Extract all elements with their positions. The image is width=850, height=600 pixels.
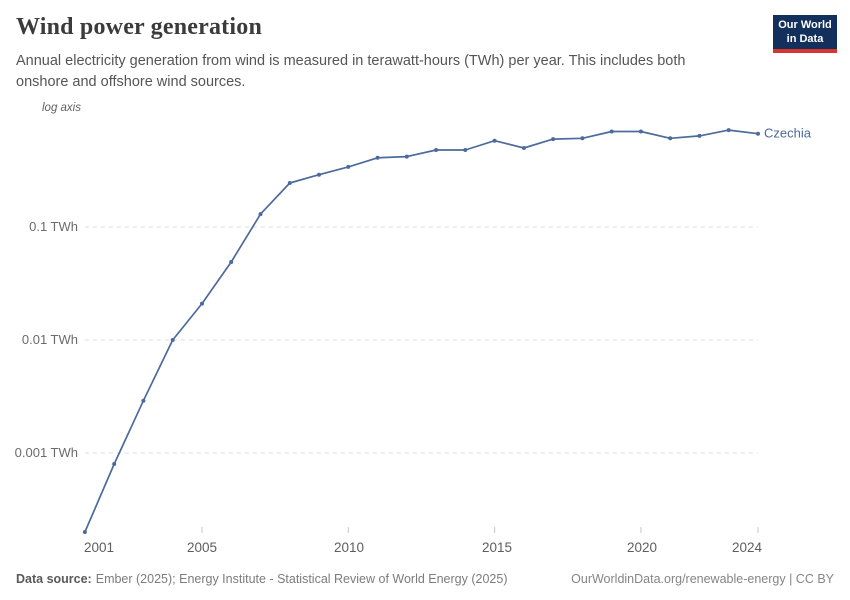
y-tick-label: 0.1 TWh	[29, 219, 78, 234]
chart-subtitle: Annual electricity generation from wind …	[16, 53, 686, 90]
log-axis-label: log axis	[42, 102, 81, 114]
data-source-label: Data source:	[16, 572, 92, 586]
x-tick-label: 2024	[732, 540, 763, 555]
x-tick-label: 2020	[627, 540, 657, 555]
owid-logo-line2: in Data	[786, 32, 824, 45]
owid-logo-line1: Our World	[778, 19, 832, 31]
x-tick-label: 2001	[84, 540, 114, 555]
data-source-text: Ember (2025); Energy Institute - Statist…	[95, 572, 508, 586]
chart-header: Wind power generation Annual electricity…	[16, 14, 756, 93]
y-tick-label: 0.001 TWh	[15, 445, 78, 460]
data-source: Data source: Ember (2025); Energy Institu…	[16, 572, 507, 586]
x-tick-label: 2005	[187, 540, 217, 555]
page-title: Wind power generation	[16, 14, 262, 40]
series-czechia[interactable]	[82, 128, 760, 534]
chart-footer: Data source: Ember (2025); Energy Institu…	[16, 572, 834, 586]
x-tick-label: 2010	[334, 540, 364, 555]
owid-logo[interactable]: Our World in Data	[773, 15, 837, 53]
y-tick-label: 0.01 TWh	[22, 332, 78, 347]
footer-link[interactable]: OurWorldinData.org/renewable-energy | CC…	[571, 572, 834, 586]
x-axis-tick-marks	[201, 527, 759, 533]
owid-logo-red-bar	[773, 49, 837, 53]
x-tick-label: 2015	[482, 540, 512, 555]
gridlines	[84, 226, 758, 454]
entity-label-czechia[interactable]: Czechia	[764, 126, 812, 141]
owid-logo-text: Our World in Data	[773, 15, 837, 49]
